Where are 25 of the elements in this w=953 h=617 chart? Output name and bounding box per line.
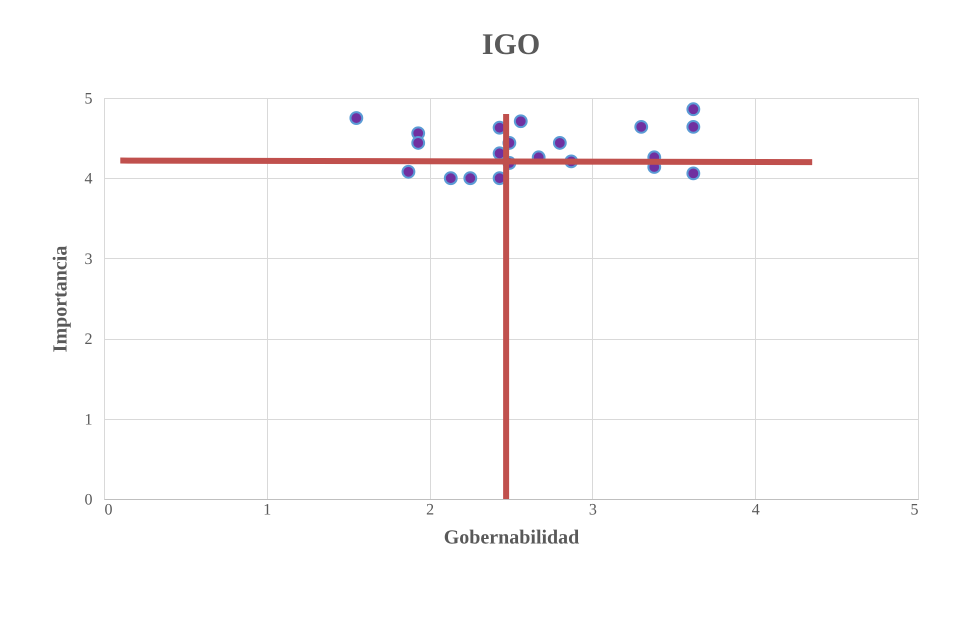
x-tick-label: 1 [263,502,272,518]
point [634,120,648,134]
point [686,102,700,116]
x-tick-label: 2 [426,502,434,518]
chart-title: IGO [482,28,540,61]
point [552,136,567,150]
point [411,136,426,150]
y-axis-title: Importancia [50,246,72,352]
point [514,114,528,128]
point [463,171,478,186]
point [444,171,458,186]
x-tick-label: 5 [910,502,918,518]
y-tick-label: 5 [84,90,92,108]
y-tick-label: 2 [84,331,92,348]
point [686,166,700,180]
y-tick-label: 1 [84,411,92,428]
point [349,111,364,125]
y-tick-label: 4 [84,170,92,188]
x-tick-label: 0 [104,502,112,518]
point [402,164,416,179]
x-tick-label: 3 [588,502,597,518]
x-axis-title: Gobernabilidad [444,526,580,548]
point [686,120,700,134]
x-tick-label: 4 [752,502,760,518]
y-tick-label: 3 [84,250,92,268]
